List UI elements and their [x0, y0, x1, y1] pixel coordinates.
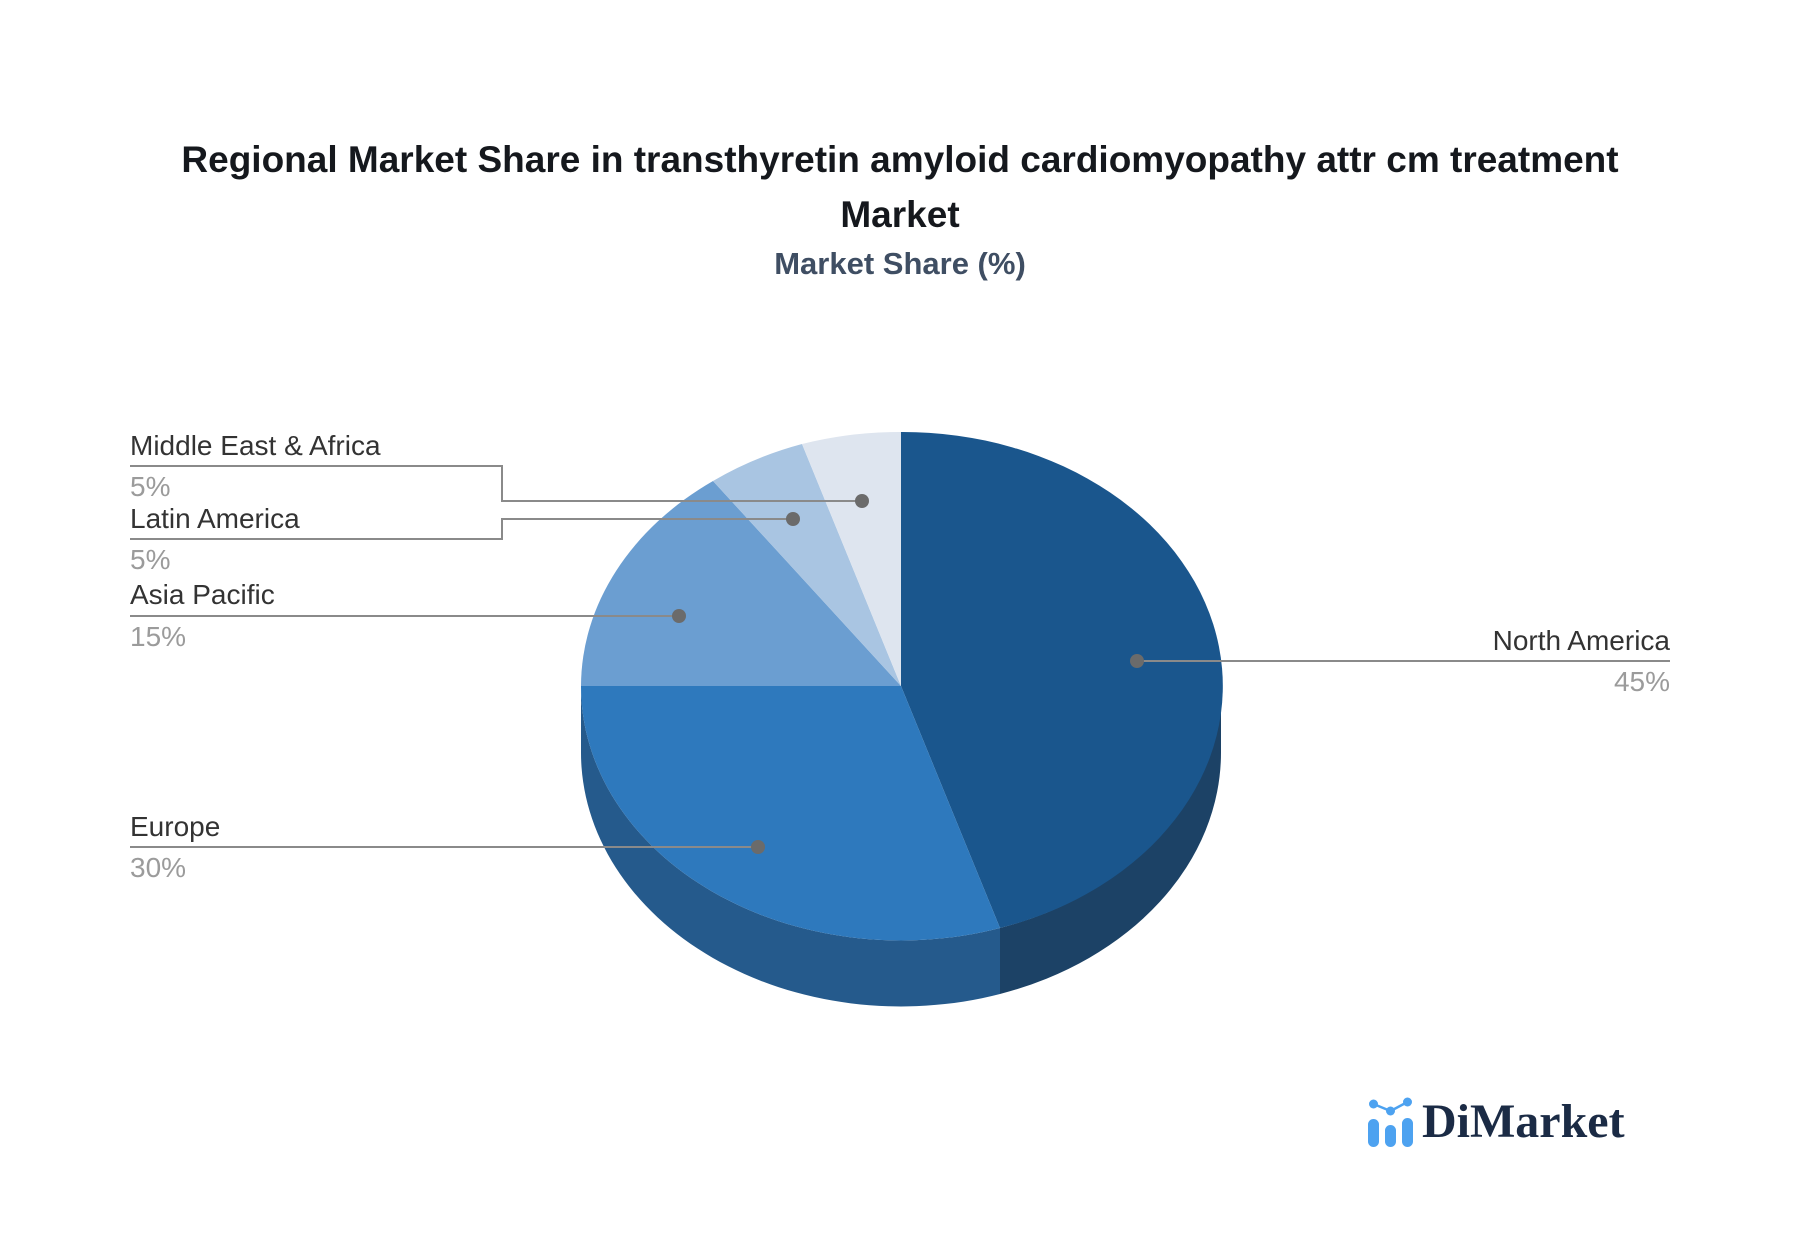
label-value: 5%	[130, 544, 171, 575]
dimarket-logo-text: DiMarket	[1422, 1095, 1625, 1148]
label-name: Europe	[130, 811, 221, 842]
chart-title-line1: Regional Market Share in transthyretin a…	[181, 139, 1619, 180]
chart-title: Regional Market Share in transthyretin a…	[0, 132, 1800, 242]
value-north-america: 45%	[1614, 665, 1670, 699]
value-europe: 30%	[130, 851, 186, 885]
value-latin-america: 5%	[130, 543, 170, 577]
pie-slice-asia-pacific[interactable]	[581, 481, 901, 686]
leader-line-middle-east-africa	[130, 465, 862, 502]
pie-side-north-america	[1000, 686, 1222, 994]
leader-dot-middle-east-africa	[855, 494, 869, 508]
label-name: Asia Pacific	[130, 579, 275, 610]
pie-slice-north-america[interactable]	[901, 431, 1223, 928]
label-name: North America	[1492, 625, 1670, 656]
label-middle-east-africa: Middle East & Africa	[130, 429, 381, 463]
chart-subtitle: Market Share (%)	[774, 246, 1026, 281]
dimarket-logo: DiMarket	[1360, 1094, 1670, 1154]
leader-line-latin-america	[130, 518, 793, 540]
leader-dot-asia-pacific	[672, 609, 686, 623]
pie-slice-middle-east-africa[interactable]	[802, 431, 901, 686]
label-value: 15%	[130, 621, 187, 652]
label-value: 5%	[130, 471, 171, 502]
label-latin-america: Latin America	[130, 502, 300, 536]
label-name: Middle East & Africa	[130, 430, 381, 461]
label-value: 45%	[1613, 666, 1670, 697]
dimarket-logo-icon	[1368, 1097, 1413, 1147]
leader-dot-europe	[751, 840, 765, 854]
pie-side-europe	[580, 686, 1000, 1007]
chart-title-line2: Market	[840, 194, 960, 235]
leader-dot-latin-america	[786, 512, 800, 526]
label-europe: Europe	[130, 810, 220, 844]
value-middle-east-africa: 5%	[130, 470, 170, 504]
label-north-america: North America	[1493, 624, 1670, 658]
leader-dot-north-america	[1130, 654, 1144, 668]
label-asia-pacific: Asia Pacific	[130, 578, 275, 612]
label-name: Latin America	[130, 503, 300, 534]
value-asia-pacific: 15%	[130, 620, 186, 654]
label-value: 30%	[130, 852, 187, 883]
pie-slice-europe[interactable]	[580, 686, 1000, 941]
pie-slice-latin-america[interactable]	[713, 444, 901, 686]
